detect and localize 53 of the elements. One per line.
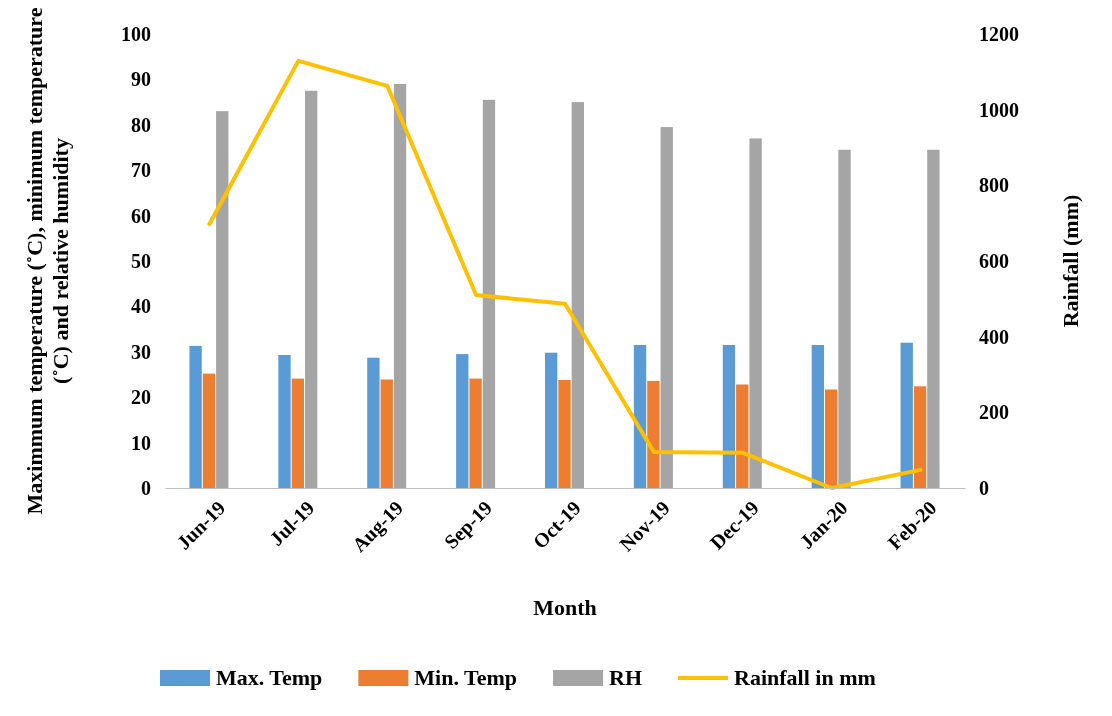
bar <box>456 354 469 488</box>
legend-label: Max. Temp <box>216 665 323 690</box>
y-tick-label: 0 <box>141 476 151 499</box>
bar <box>722 344 736 488</box>
line-series <box>207 58 923 490</box>
legend-label: Rainfall in mm <box>734 665 876 690</box>
bar <box>838 149 851 488</box>
y-tick-label: 60 <box>131 204 151 227</box>
bar <box>558 379 571 488</box>
y2-tick-label: 1200 <box>979 22 1019 45</box>
bar <box>913 386 927 488</box>
bar <box>647 380 660 488</box>
y2-tick-label: 200 <box>979 401 1009 424</box>
bar <box>482 99 496 488</box>
y-tick-label: 10 <box>131 431 151 454</box>
y-tick-label: 100 <box>121 22 151 45</box>
bar <box>571 102 584 488</box>
y2-axis-title: Rainfall (mm) <box>1058 194 1083 328</box>
bar <box>749 138 762 488</box>
bar <box>545 352 558 488</box>
bar <box>202 373 216 488</box>
bar <box>469 378 482 488</box>
y-tick-label: 90 <box>131 68 151 91</box>
bar <box>900 342 913 488</box>
y-tick-label: 30 <box>131 340 151 363</box>
y2-tick-label: 1000 <box>979 98 1019 121</box>
bar <box>189 345 202 488</box>
bar <box>380 379 393 488</box>
bar <box>736 384 749 488</box>
bar <box>660 127 673 488</box>
bar <box>825 389 838 488</box>
legend-label: RH <box>609 665 643 690</box>
x-axis-title: Month <box>533 595 597 620</box>
bar <box>291 378 304 488</box>
y-tick-label: 70 <box>131 159 151 182</box>
y2-tick-label: 800 <box>979 174 1009 197</box>
bar <box>633 344 647 488</box>
bar <box>927 149 940 488</box>
y-tick-label: 80 <box>131 113 151 136</box>
y2-tick-label: 0 <box>979 476 989 499</box>
y-tick-label: 40 <box>131 295 151 318</box>
y-tick-label: 50 <box>131 249 151 272</box>
y2-tick-label: 600 <box>979 249 1009 272</box>
bar <box>811 344 824 488</box>
bar <box>278 354 291 488</box>
y-tick-label: 20 <box>131 386 151 409</box>
legend-label: Min. Temp <box>414 665 518 690</box>
y-axis-title: Maximmum temperature (˚C), minimum temperature (˚C) and relative humidity <box>22 7 73 515</box>
bar <box>216 111 229 488</box>
bar <box>305 90 318 488</box>
bar <box>367 357 380 488</box>
bar <box>393 83 407 488</box>
y2-tick-label: 400 <box>979 325 1009 348</box>
